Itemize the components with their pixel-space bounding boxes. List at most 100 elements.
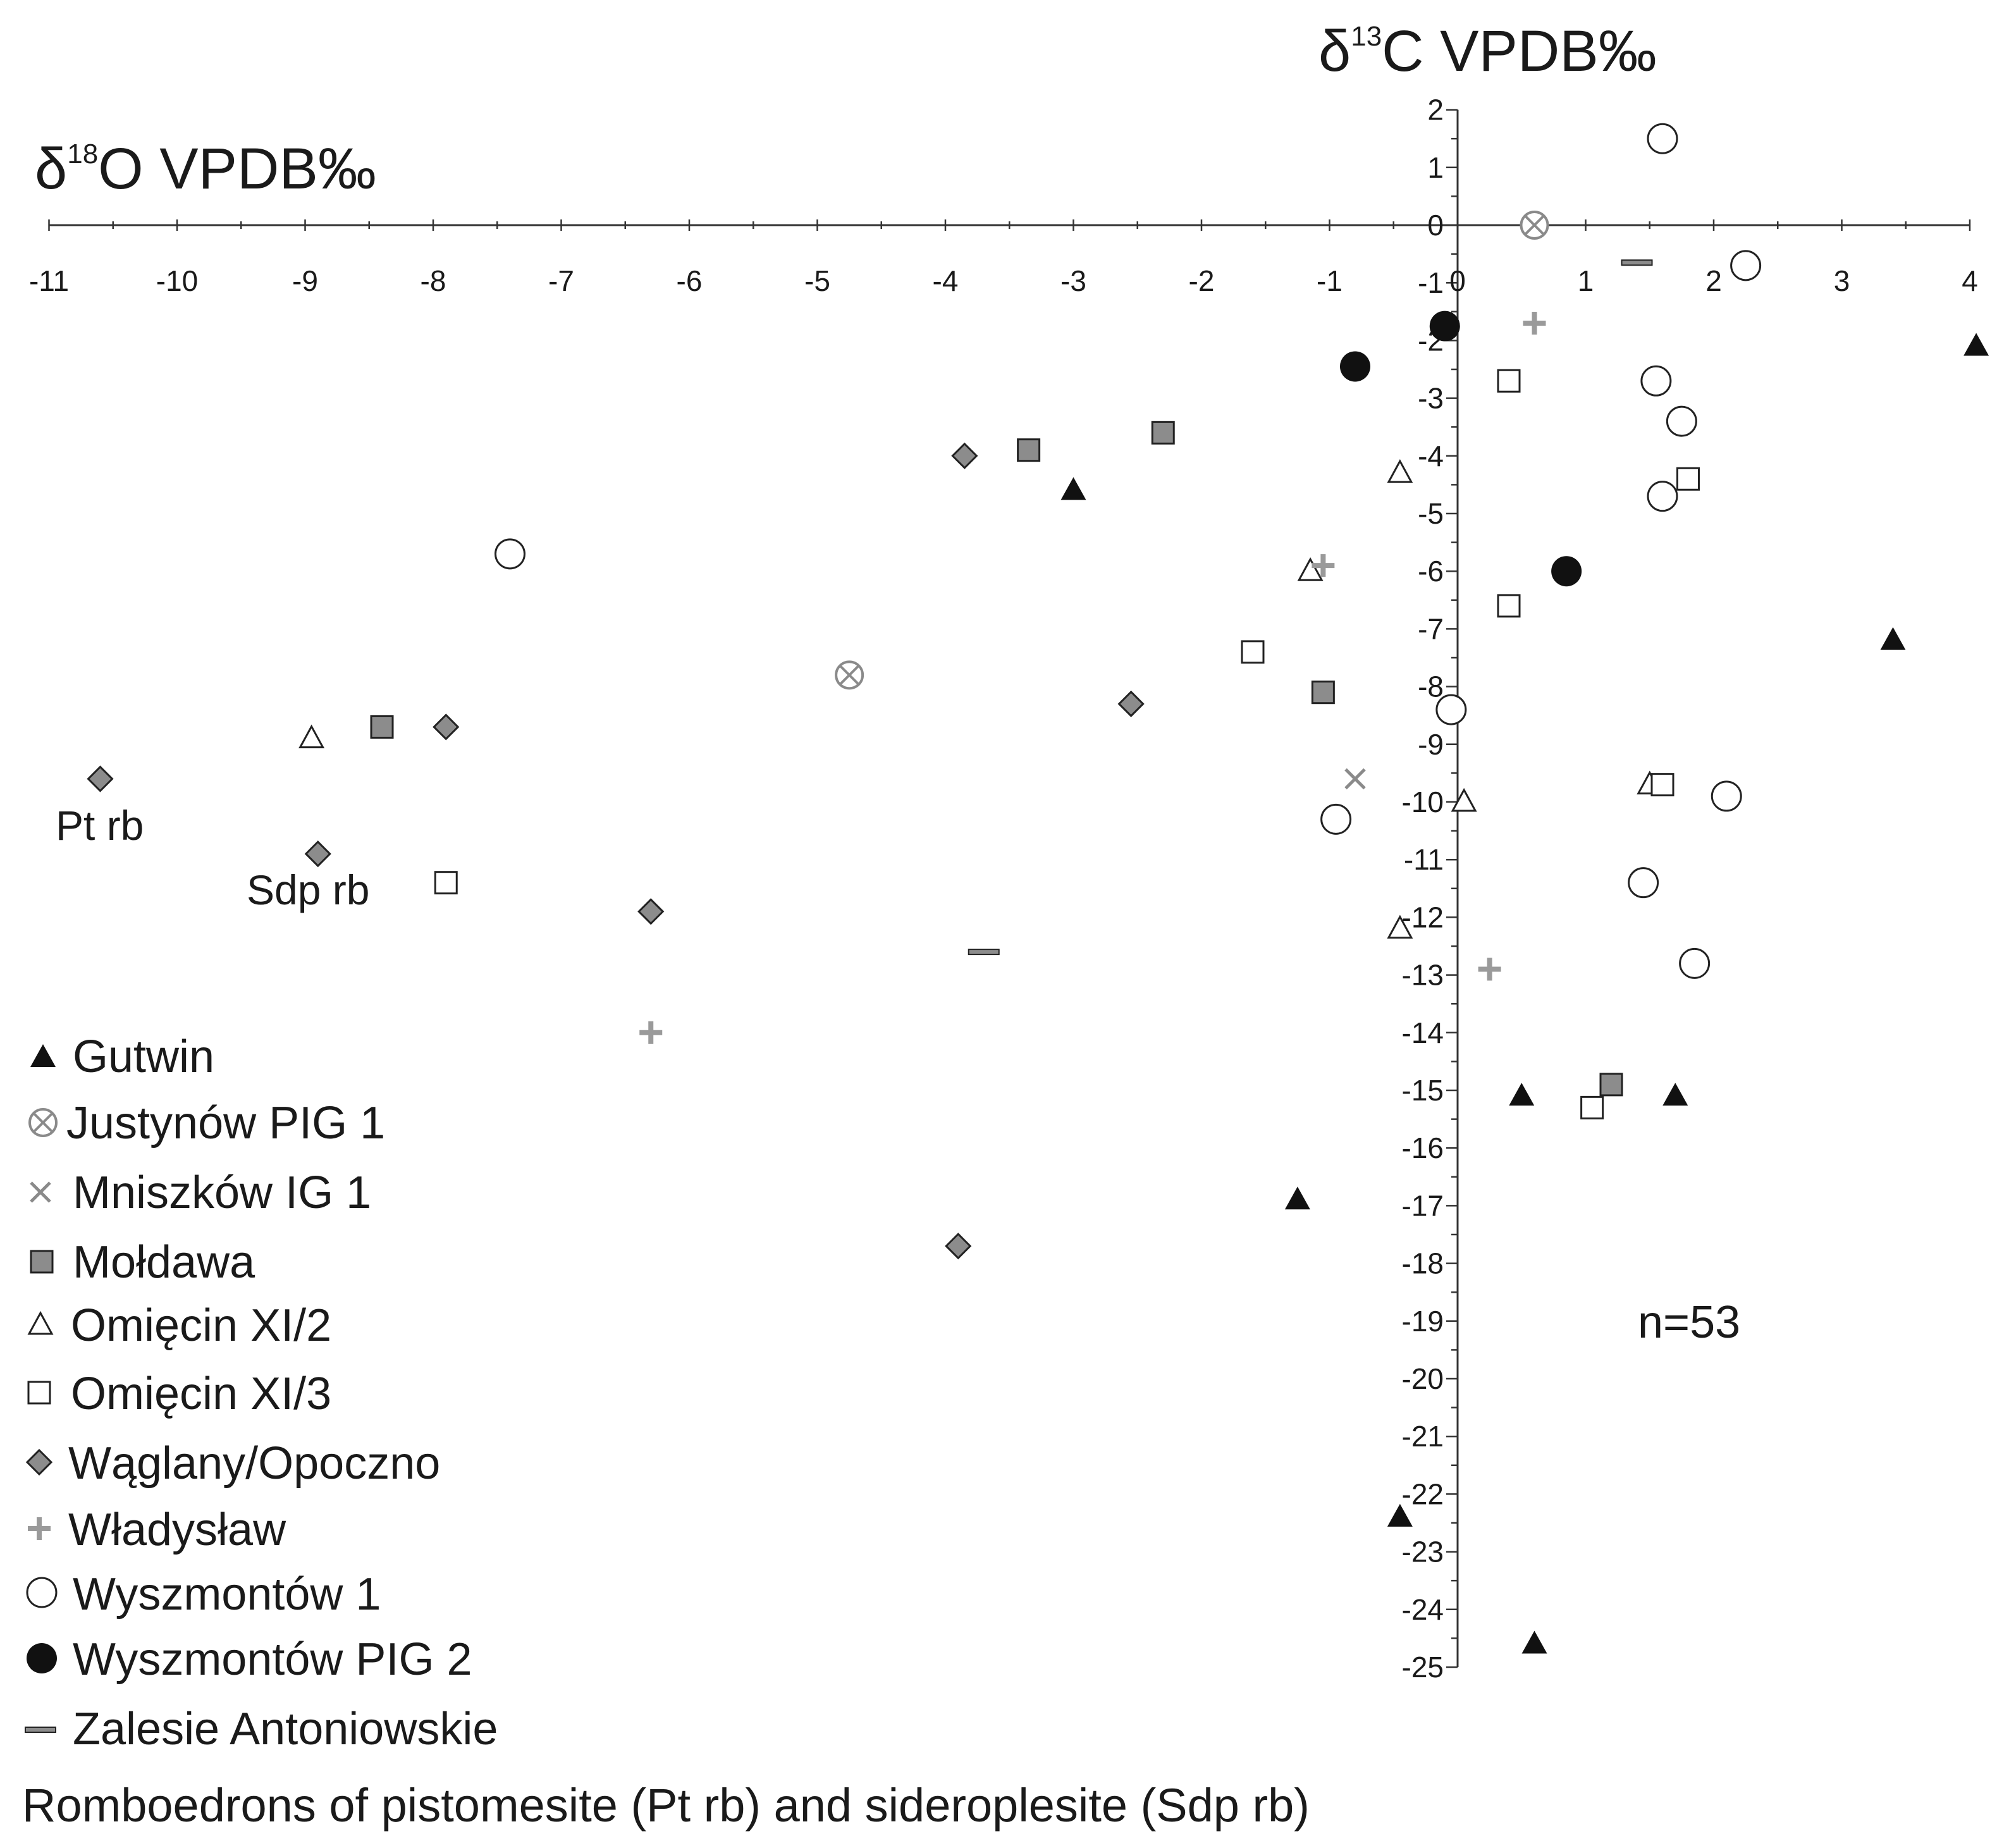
legend-label-wyszmontow-pig2: Wyszmontów PIG 2	[73, 1634, 472, 1685]
y-axis-title: δ13C VPDB‰	[1318, 19, 1657, 83]
point-wyszmonto-w-1	[1647, 481, 1678, 512]
point-mo-dawa	[1017, 438, 1041, 462]
y-tick-label: -20	[1402, 1362, 1444, 1395]
point-wa-glany-opoczno	[1118, 691, 1145, 717]
sample-count: n=53	[1638, 1297, 1740, 1348]
point-gutwin	[1284, 1186, 1310, 1210]
point-wyszmonto-w-pig-2	[1340, 351, 1370, 382]
point-wa-glany-opoczno	[433, 713, 459, 740]
y-tick-label: -13	[1402, 959, 1444, 992]
point-wyszmonto-w-1	[1711, 780, 1742, 812]
point-w-adys-aw	[1478, 958, 1501, 980]
y-tick-label: -19	[1402, 1305, 1444, 1338]
legend-gutwin-icon	[30, 1044, 56, 1067]
point-omie-cin-xi-3	[434, 871, 458, 895]
x-tick-label: -2	[1189, 264, 1215, 297]
point-gutwin	[1060, 477, 1086, 500]
x-tick-label: 1	[1578, 264, 1594, 297]
y-tick-label: -10	[1402, 785, 1444, 818]
point-wyszmonto-w-pig-2	[1551, 556, 1582, 587]
legend-label-gutwin: Gutwin	[73, 1032, 214, 1082]
x-tick-label: 2	[1705, 264, 1722, 297]
point-wa-glany-opoczno	[637, 898, 664, 925]
legend-label-zalesie: Zalesie Antoniowskie	[73, 1704, 498, 1754]
y-tick-label: -15	[1402, 1074, 1444, 1107]
tick-labels: -11 -10 -9 -8 -7 -6 -5 -4 -3 -2 -1 0 1 2 3 4210-1-2-3-4…	[29, 94, 1978, 1684]
point-omie-cin-xi-3	[1676, 467, 1700, 491]
y-tick-label: -12	[1402, 901, 1444, 933]
point-wyszmonto-w-1	[1647, 123, 1678, 154]
legend-label-omiecin-xi3: Omięcin XI/3	[71, 1369, 331, 1419]
legend-wyszmontow1-icon	[26, 1577, 58, 1608]
point-omie-cin-xi-2	[299, 725, 324, 749]
y-tick-label: -23	[1402, 1536, 1444, 1568]
point-wyszmonto-w-1	[1666, 405, 1697, 437]
point-omie-cin-xi-3	[1497, 369, 1521, 393]
y-tick-label: -25	[1402, 1651, 1444, 1684]
legend-zalesie-icon	[25, 1727, 56, 1733]
tick-marks	[48, 109, 1971, 1668]
point-mniszko-w-ig-1	[1346, 770, 1365, 789]
point-wyszmonto-w-1	[1730, 250, 1762, 281]
x-axis-title: δ18O VPDB‰	[35, 137, 376, 201]
caption: Romboedrons of pistomesite (Pt rb) and s…	[22, 1779, 1310, 1832]
legend-omiecin-xi3-icon	[27, 1381, 51, 1405]
data-points	[87, 123, 1989, 1654]
point-gutwin	[1521, 1630, 1547, 1654]
x-tick-label: -11	[29, 264, 69, 297]
y-tick-label: -3	[1418, 382, 1444, 415]
legend-label-omiecin-xi2: Omięcin XI/2	[71, 1300, 331, 1351]
annotation-pt-rb: Pt rb	[56, 802, 144, 849]
point-mo-dawa	[1311, 681, 1335, 705]
y-tick-label: -1	[1418, 266, 1444, 299]
legend-justynow-icon	[28, 1108, 58, 1137]
x-tick-label: -9	[292, 264, 318, 297]
point-wyszmonto-w-pig-2	[1429, 311, 1460, 342]
point-w-adys-aw	[639, 1021, 662, 1044]
x-tick-label: 3	[1834, 264, 1850, 297]
y-tick-label: -4	[1418, 440, 1444, 472]
y-tick-label: 0	[1427, 209, 1444, 242]
point-wyszmonto-w-1	[1320, 803, 1352, 835]
point-mo-dawa	[1151, 421, 1175, 445]
y-tick-label: 1	[1427, 151, 1444, 184]
y-tick-label: -24	[1402, 1593, 1444, 1626]
legend-waglany-icon	[26, 1449, 52, 1475]
point-wyszmonto-w-1	[1628, 867, 1659, 899]
y-tick-label: -11	[1404, 843, 1444, 876]
point-gutwin	[1509, 1083, 1535, 1106]
point-w-adys-aw	[1523, 312, 1546, 335]
legend-label-moldawa: Mołdawa	[73, 1237, 255, 1288]
legend-mniszkow-icon	[31, 1183, 50, 1202]
legend-label-wyszmontow1: Wyszmontów 1	[73, 1569, 381, 1620]
y-tick-label: -9	[1418, 728, 1444, 761]
point-wyszmonto-w-1	[1435, 694, 1467, 725]
point-justyno-w-pig-1	[835, 660, 864, 690]
y-tick-label: -6	[1418, 555, 1444, 588]
point-wa-glany-opoczno	[945, 1233, 971, 1259]
point-wa-glany-opoczno	[951, 443, 978, 469]
legend: Gutwin Justynów PIG 1 Mniszków IG 1 Mołd…	[25, 1032, 498, 1754]
point-mo-dawa	[1599, 1073, 1623, 1097]
legend-label-waglany: Wąglany/Opoczno	[68, 1438, 440, 1489]
point-justyno-w-pig-1	[1520, 211, 1549, 240]
y-tick-label: -5	[1418, 497, 1444, 530]
point-zalesie-antoniowskie	[1621, 259, 1653, 266]
y-tick-label: -22	[1402, 1477, 1444, 1510]
point-omie-cin-xi-3	[1497, 594, 1521, 618]
legend-label-mniszkow: Mniszków IG 1	[73, 1167, 371, 1218]
point-mo-dawa	[370, 715, 394, 739]
x-tick-label: -7	[548, 264, 574, 297]
x-tick-label: -10	[156, 264, 198, 297]
y-tick-label: -17	[1402, 1189, 1444, 1222]
legend-wladyslaw-icon	[28, 1517, 51, 1540]
point-omie-cin-xi-3	[1241, 640, 1265, 664]
y-tick-label: -8	[1418, 670, 1444, 703]
legend-wyszmontow-pig2-icon	[27, 1643, 57, 1673]
legend-label-wladyslaw: Władysław	[68, 1505, 286, 1555]
y-tick-label: -7	[1418, 612, 1444, 645]
point-omie-cin-xi-2	[1298, 558, 1323, 581]
legend-omiecin-xi2-icon	[28, 1312, 53, 1335]
point-wyszmonto-w-1	[1679, 947, 1711, 979]
